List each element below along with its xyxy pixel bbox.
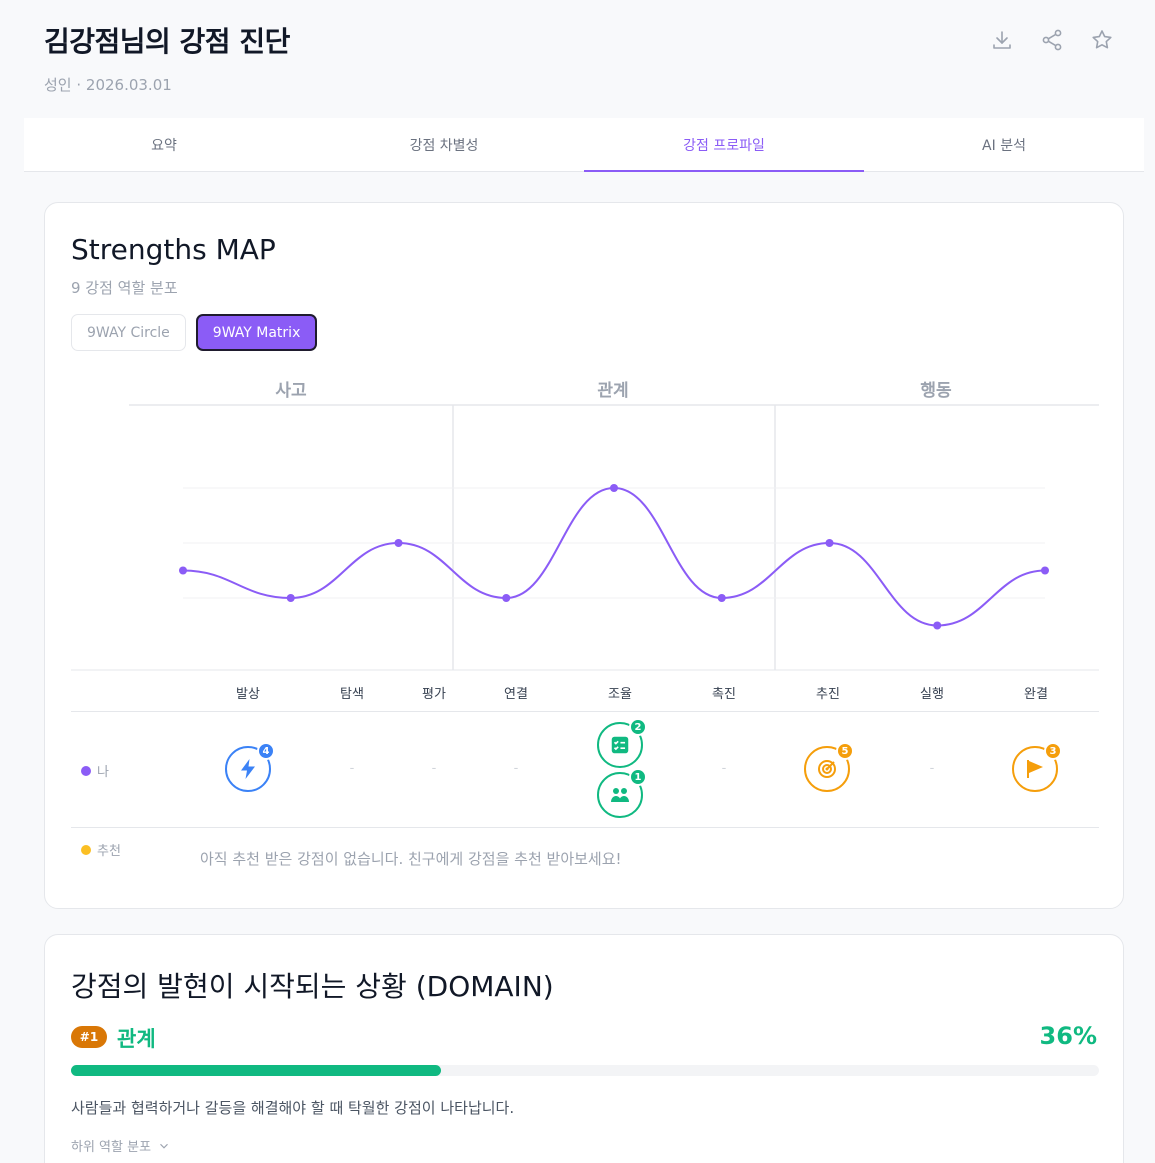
legend-recommended-label: 추천 bbox=[97, 844, 121, 859]
domain-head-thinking: 사고 bbox=[275, 381, 307, 401]
badge-flag[interactable]: 3 bbox=[1012, 742, 1062, 792]
data-point bbox=[394, 539, 403, 547]
domain-name: 관계 bbox=[117, 1027, 156, 1051]
legend-me-label: 나 bbox=[97, 765, 109, 780]
legend-recommended: 추천 bbox=[81, 840, 121, 859]
page-subtitle: 성인 · 2026.03.01 bbox=[44, 76, 172, 94]
badge-lightning[interactable]: 4 bbox=[225, 742, 275, 792]
badge-count: 4 bbox=[257, 742, 275, 760]
empty-dash: - bbox=[721, 761, 727, 776]
series-line bbox=[182, 486, 1046, 627]
legend-dot-me bbox=[81, 765, 91, 776]
target-icon bbox=[818, 760, 836, 778]
strengths-map-card: Strengths MAP 9 강점 역할 분포 9WAY Circle 9WA… bbox=[44, 202, 1124, 909]
data-point bbox=[286, 594, 295, 602]
role-label: 조율 bbox=[608, 687, 632, 702]
strengths-line-chart bbox=[71, 404, 1099, 671]
tab-summary[interactable]: 요약 bbox=[151, 137, 177, 154]
role-label: 추진 bbox=[816, 687, 840, 702]
badge-count: 2 bbox=[629, 718, 647, 736]
toggle-9way-matrix[interactable]: 9WAY Matrix bbox=[195, 314, 318, 351]
people-icon bbox=[611, 788, 629, 802]
chevron-down-icon bbox=[160, 1143, 168, 1149]
legend-dot-recommended bbox=[81, 844, 91, 855]
view-toggle: 9WAY Circle 9WAY Matrix bbox=[71, 314, 318, 351]
data-point bbox=[933, 621, 942, 630]
role-label: 촉진 bbox=[712, 687, 736, 702]
map-title: Strengths MAP bbox=[71, 233, 276, 266]
empty-dash: - bbox=[513, 761, 519, 776]
domain-title: 강점의 발현이 시작되는 상황 (DOMAIN) bbox=[71, 970, 554, 1003]
badge-count: 3 bbox=[1044, 742, 1062, 760]
header-actions bbox=[990, 28, 1114, 52]
download-icon[interactable] bbox=[990, 28, 1014, 52]
empty-dash: - bbox=[929, 761, 935, 776]
empty-dash: - bbox=[431, 761, 437, 776]
row-divider bbox=[71, 711, 1099, 712]
data-point bbox=[717, 594, 726, 602]
flag-icon bbox=[1027, 760, 1043, 778]
rank-badge: #1 bbox=[71, 1026, 107, 1048]
data-point bbox=[610, 484, 618, 492]
legend-me: 나 bbox=[81, 761, 109, 780]
page-header: 김강점님의 강점 진단 성인 · 2026.03.01 bbox=[44, 20, 1124, 100]
role-label: 완결 bbox=[1024, 687, 1048, 702]
lightning-icon bbox=[241, 759, 255, 779]
domain-percent: 36% bbox=[1039, 1022, 1097, 1050]
empty-dash: - bbox=[349, 761, 355, 776]
domain-progress-track bbox=[71, 1065, 1099, 1076]
role-label: 연결 bbox=[504, 687, 528, 702]
checklist-icon bbox=[611, 736, 629, 754]
badge-checklist[interactable]: 2 bbox=[597, 718, 647, 768]
domain-card: 강점의 발현이 시작되는 상황 (DOMAIN) #1 관계 36% 사람들과 … bbox=[44, 934, 1124, 1163]
tab-profile[interactable]: 강점 프로파일 bbox=[584, 118, 864, 172]
domain-description: 사람들과 협력하거나 갈등을 해결해야 할 때 탁월한 강점이 나타납니다. bbox=[71, 1099, 515, 1117]
domain-head-action: 행동 bbox=[920, 381, 952, 401]
sub-role-distribution-toggle[interactable]: 하위 역할 분포 bbox=[71, 1136, 171, 1155]
tab-differentiation[interactable]: 강점 차별성 bbox=[409, 137, 479, 154]
sub-role-distribution-label: 하위 역할 분포 bbox=[71, 1140, 152, 1155]
tab-ai-analysis[interactable]: AI 분석 bbox=[982, 137, 1026, 154]
data-point bbox=[1041, 566, 1049, 575]
data-point bbox=[179, 566, 187, 575]
map-subtitle: 9 강점 역할 분포 bbox=[71, 279, 178, 297]
star-icon[interactable] bbox=[1090, 28, 1114, 52]
share-icon[interactable] bbox=[1040, 28, 1064, 52]
role-label: 평가 bbox=[422, 687, 446, 702]
data-point bbox=[825, 539, 834, 547]
badge-target[interactable]: 5 bbox=[804, 742, 854, 792]
recommendation-empty-message: 아직 추천 받은 강점이 없습니다. 친구에게 강점을 추천 받아보세요! bbox=[200, 850, 622, 868]
toggle-9way-circle[interactable]: 9WAY Circle bbox=[71, 314, 186, 351]
row-divider bbox=[71, 827, 1099, 828]
data-point bbox=[502, 594, 511, 602]
page-title: 김강점님의 강점 진단 bbox=[44, 25, 290, 58]
badge-count: 5 bbox=[836, 742, 854, 760]
role-label: 탐색 bbox=[340, 687, 364, 702]
domain-head-relation: 관계 bbox=[597, 381, 629, 401]
role-label: 실행 bbox=[920, 687, 944, 702]
badge-people[interactable]: 1 bbox=[597, 768, 647, 818]
domain-progress-fill bbox=[71, 1065, 442, 1076]
role-label: 발상 bbox=[236, 687, 260, 702]
badge-count: 1 bbox=[629, 768, 647, 786]
tab-bar: 요약 강점 차별성 강점 프로파일 AI 분석 bbox=[24, 118, 1144, 172]
